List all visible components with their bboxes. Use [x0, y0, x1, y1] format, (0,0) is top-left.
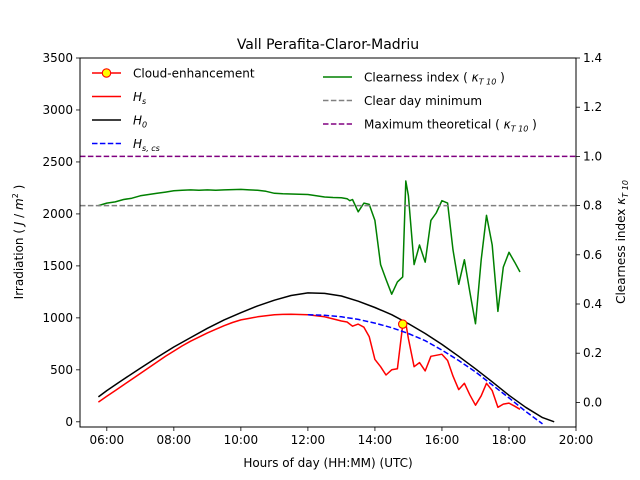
x-tick-label: 16:00: [425, 433, 460, 447]
legend-marker-cloud: [101, 68, 112, 78]
x-tick-label: 14:00: [358, 433, 393, 447]
y-right-tick-label: 0.0: [583, 395, 602, 409]
y-left-tick-label: 1000: [42, 311, 73, 325]
legend-label-hs: Hs: [133, 90, 146, 106]
svg-text:Irradiation ( J / m2 ): Irradiation ( J / m2 ): [11, 185, 26, 300]
y-right-tick-label: 0.8: [583, 199, 602, 213]
y-left-tick-label: 2500: [42, 155, 73, 169]
y-right-tick-label: 1.4: [583, 51, 602, 65]
y-left-tick-label: 500: [50, 363, 73, 377]
legend-left: Cloud-enhancement Hs H0 Hs, cs: [92, 67, 255, 153]
y-right-tick-label: 0.6: [583, 248, 602, 262]
y-right-tick-label: 1.0: [583, 149, 602, 163]
legend-label-clear_min: Clear day minimum: [364, 94, 482, 108]
y-left-tick-label: 0: [65, 415, 73, 429]
x-tick-label: 08:00: [157, 433, 192, 447]
plot-frame: [79, 57, 577, 428]
y-right-tick-label: 0.4: [583, 297, 602, 311]
legend-label-hscs: Hs, cs: [133, 137, 160, 153]
y-axis-right-title: Clearness index κT 10: [614, 180, 630, 304]
x-tick-label: 18:00: [492, 433, 527, 447]
x-tick-label: 10:00: [224, 433, 259, 447]
x-tick-label: 20:00: [559, 433, 594, 447]
cloud-enhancement-point: [397, 319, 408, 329]
series-hs-cs: [307, 313, 543, 425]
axis-ticks: 06:00 08:00 10:00 12:00 14:00 16:00 18:00 20:00…: [42, 51, 602, 447]
y-left-tick-label: 2000: [42, 207, 73, 221]
legend-label-h0: H0: [133, 114, 147, 130]
legend-label-max_theo: Maximum theoretical ( κT 10 ): [364, 118, 537, 134]
chart-title: Vall Perafita-Claror-Madriu: [237, 37, 419, 53]
series-hs: [97, 313, 521, 410]
legend-right: Clearness index ( κT 10 ) Clear day minim…: [323, 71, 537, 134]
x-axis-title: Hours of day (HH:MM) (UTC): [243, 456, 412, 470]
y-axis-left-title: Irradiation ( J / m2 ): [11, 185, 26, 300]
y-left-tick-label: 3000: [42, 103, 73, 117]
y-right-tick-label: 1.2: [583, 100, 602, 114]
legend-label-kt: Clearness index ( κT 10 ): [364, 71, 505, 87]
x-tick-label: 06:00: [90, 433, 125, 447]
legend-label-cloud: Cloud-enhancement: [133, 67, 255, 81]
plot-lines: [80, 155, 576, 425]
y-left-tick-label: 1500: [42, 259, 73, 273]
y-right-tick-label: 0.2: [583, 346, 602, 360]
x-tick-label: 12:00: [291, 433, 326, 447]
svg-text:Clearness index κT 10: Clearness index κT 10: [614, 180, 630, 304]
series-clearness-index: [98, 180, 521, 325]
y-left-tick-label: 3500: [42, 51, 73, 65]
series-h0: [97, 292, 555, 423]
